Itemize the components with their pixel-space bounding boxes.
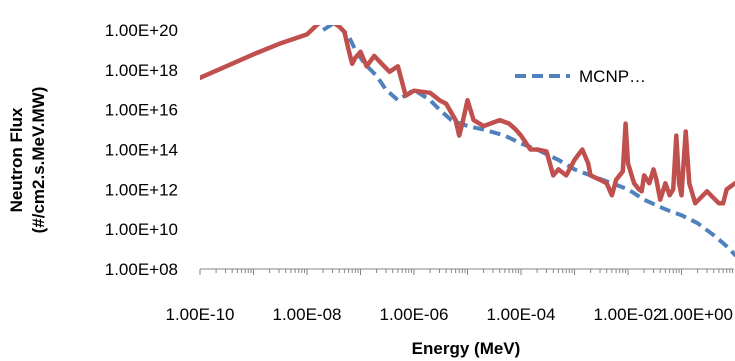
y-tick-label: 1.00E+10 — [105, 220, 178, 239]
x-tick-label: 1.00E-02 — [594, 305, 663, 324]
x-axis-tick-labels: 1.00E-10 1.00E-08 1.00E-06 1.00E-04 1.00E-02… — [166, 305, 734, 324]
x-tick-label: 1.00E-04 — [487, 305, 556, 324]
x-axis-title: Energy (MeV) — [412, 339, 521, 358]
y-tick-label: 1.00E+16 — [105, 101, 178, 120]
y-tick-label: 1.00E+12 — [105, 180, 178, 199]
x-tick-label: 1.00E-06 — [380, 305, 449, 324]
x-axis-minor-ticks — [199, 269, 734, 275]
x-tick-label: 1.00E-10 — [166, 305, 235, 324]
y-tick-label: 1.00E+14 — [105, 141, 178, 160]
y-tick-label: 1.00E+18 — [105, 61, 178, 80]
y-axis-tick-labels: 1.00E+20 1.00E+18 1.00E+16 1.00E+14 1.00E+12… — [105, 21, 178, 279]
y-tick-label: 1.00E+20 — [105, 21, 178, 40]
plot-series — [200, 25, 735, 258]
y-tick-label: 1.00E+08 — [105, 260, 178, 279]
y-axis-title-line1: Neutron Flux — [7, 107, 26, 212]
x-tick-label: 1.00E-08 — [273, 305, 342, 324]
series-line-solid — [200, 25, 735, 206]
legend: MCNP… — [515, 67, 646, 86]
x-tick-label: 1.00E+00 — [660, 305, 733, 324]
y-axis-title-line2: (#/cm2.s.MeV.MW) — [29, 87, 48, 234]
legend-label-mcnp: MCNP… — [579, 67, 646, 86]
